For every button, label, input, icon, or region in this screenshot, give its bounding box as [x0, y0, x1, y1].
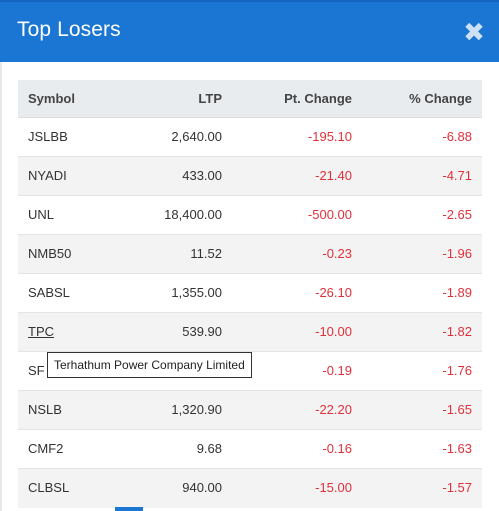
ltp-value: 1,355.00 — [171, 285, 222, 300]
pct-change-value: -1.89 — [442, 285, 472, 300]
ltp-value: 18,400.00 — [164, 207, 222, 222]
ltp-value: 940.00 — [182, 480, 222, 495]
top-losers-table: Symbol LTP Pt. Change % Change JSLBB 2,6… — [18, 80, 482, 508]
pct-change-value: -1.96 — [442, 246, 472, 261]
ltp-value: 433.00 — [182, 168, 222, 183]
column-header-pt-change[interactable]: Pt. Change — [284, 91, 352, 106]
pct-change-value: -1.82 — [442, 324, 472, 339]
ltp-value: 2,640.00 — [171, 129, 222, 144]
table-row: CLBSL 940.00 -15.00 -1.57 — [18, 469, 482, 508]
symbol-link[interactable]: UNL — [28, 207, 55, 222]
pct-change-value: -2.65 — [442, 207, 472, 222]
table-header-row: Symbol LTP Pt. Change % Change — [18, 80, 482, 118]
ltp-value: 539.90 — [182, 324, 222, 339]
symbol-link[interactable]: SF — [28, 363, 45, 378]
table-row: CMF2 9.68 -0.16 -1.63 — [18, 430, 482, 469]
table-row: SABSL 1,355.00 -26.10 -1.89 — [18, 274, 482, 313]
pt-change-value: -0.16 — [322, 441, 352, 456]
pt-change-value: -0.23 — [322, 246, 352, 261]
pt-change-value: -15.00 — [315, 480, 352, 495]
symbol-link[interactable]: NSLB — [28, 402, 62, 417]
pct-change-value: -1.63 — [442, 441, 472, 456]
dialog-header: Top Losers ✖ — [0, 0, 499, 62]
ltp-value: 11.52 — [190, 246, 222, 261]
column-header-ltp[interactable]: LTP — [198, 91, 222, 106]
pt-change-value: -26.10 — [315, 285, 352, 300]
dialog-title: Top Losers — [17, 18, 121, 41]
pt-change-value: -0.19 — [322, 363, 352, 378]
table-row: NYADI 433.00 -21.40 -4.71 — [18, 157, 482, 196]
symbol-link[interactable]: JSLBB — [28, 129, 68, 144]
ltp-value: 1,320.90 — [171, 402, 222, 417]
company-name-tooltip: Terhathum Power Company Limited — [47, 352, 252, 378]
table-row: JSLBB 2,640.00 -195.10 -6.88 — [18, 118, 482, 157]
scroll-indicator[interactable] — [115, 507, 143, 511]
symbol-link[interactable]: SABSL — [28, 285, 70, 300]
pt-change-value: -10.00 — [315, 324, 352, 339]
pt-change-value: -21.40 — [315, 168, 352, 183]
symbol-link[interactable]: CMF2 — [28, 441, 64, 456]
pt-change-value: -22.20 — [315, 402, 352, 417]
symbol-link[interactable]: NMB50 — [28, 246, 72, 261]
pct-change-value: -1.76 — [442, 363, 472, 378]
table-row: NSLB 1,320.90 -22.20 -1.65 — [18, 391, 482, 430]
ltp-value: 9.68 — [196, 441, 222, 456]
pt-change-value: -500.00 — [307, 207, 352, 222]
table-row: SF -0.19 -1.76 — [18, 352, 482, 391]
pct-change-value: -1.65 — [442, 402, 472, 417]
pct-change-value: -6.88 — [442, 129, 472, 144]
pct-change-value: -4.71 — [442, 168, 472, 183]
pt-change-value: -195.10 — [307, 129, 352, 144]
symbol-link[interactable]: NYADI — [28, 168, 67, 183]
symbol-link[interactable]: CLBSL — [28, 480, 70, 495]
table-row: UNL 18,400.00 -500.00 -2.65 — [18, 196, 482, 235]
symbol-link-hovered[interactable]: TPC — [28, 324, 54, 339]
close-icon[interactable]: ✖ — [463, 17, 485, 47]
left-border — [0, 62, 2, 511]
column-header-symbol[interactable]: Symbol — [28, 91, 75, 106]
table-row: TPC 539.90 -10.00 -1.82 — [18, 313, 482, 352]
pct-change-value: -1.57 — [442, 480, 472, 495]
table-row: NMB50 11.52 -0.23 -1.96 — [18, 235, 482, 274]
column-header-pct-change[interactable]: % Change — [409, 91, 472, 106]
